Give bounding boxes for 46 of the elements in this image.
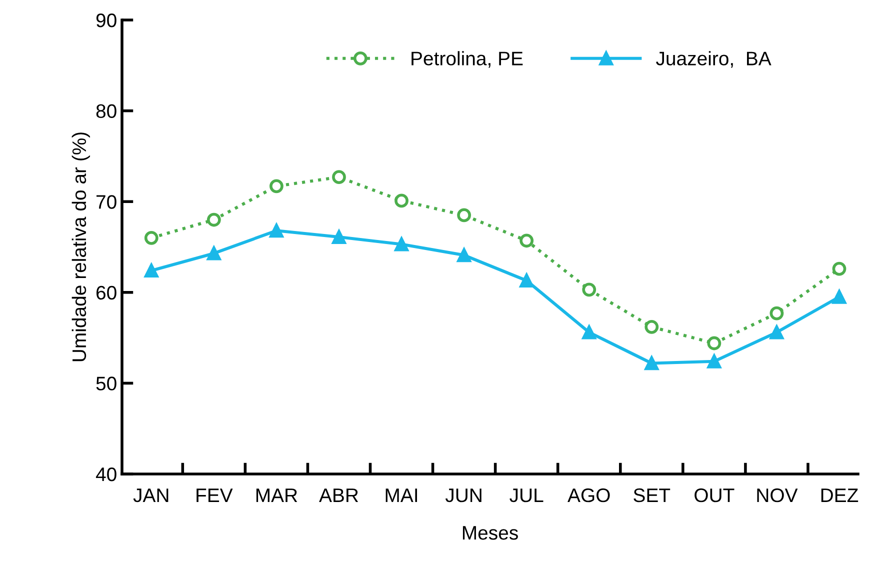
x-tick-label: DEZ: [821, 488, 858, 502]
x-tick-label: FEV: [196, 488, 233, 502]
point: [394, 237, 408, 252]
x-tick-label: MAR: [256, 488, 298, 502]
point: [457, 248, 471, 262]
y-tick-label: 60: [96, 286, 116, 300]
x-tick-label: AGO: [568, 488, 610, 502]
point: [707, 354, 722, 368]
point: [144, 264, 158, 278]
x-tick-label: JUN: [445, 488, 482, 502]
point: [644, 320, 659, 334]
point: [520, 274, 534, 288]
point: [832, 290, 846, 304]
point: [832, 262, 846, 276]
x-axis-title: Meses: [462, 526, 518, 540]
y-axis-title: Umidade relativa do ar (%): [72, 132, 90, 362]
point: [644, 356, 659, 370]
y-tick-label: 90: [96, 13, 116, 28]
point: [206, 246, 221, 260]
point: [144, 230, 158, 245]
point: [206, 212, 221, 227]
y-tick-label: 80: [96, 104, 116, 118]
x-tick-label: JUL: [510, 488, 544, 502]
point: [770, 325, 784, 340]
x-tick-label: MAI: [386, 488, 418, 502]
y-tick-label: 50: [96, 376, 116, 390]
y-tick-label: 70: [96, 195, 116, 209]
x-tick-label: OUT: [694, 488, 734, 502]
point: [270, 224, 284, 238]
x-tick-label: JAN: [133, 488, 168, 502]
y-tick-label: 40: [96, 467, 116, 482]
point: [457, 208, 471, 222]
x-tick-label: ABR: [319, 488, 358, 502]
point: [582, 325, 596, 340]
x-tick-label: SET: [634, 488, 670, 502]
legend-label: Petrolina, PE: [412, 51, 523, 68]
point: [270, 179, 284, 194]
point: [332, 170, 346, 184]
point: [770, 306, 784, 320]
point: [520, 234, 534, 248]
point: [332, 230, 346, 244]
point: [707, 336, 722, 350]
point: [394, 194, 408, 208]
legend-label: Juazeiro, BA: [656, 51, 772, 68]
x-tick-label: NOV: [757, 488, 798, 502]
point: [582, 282, 596, 297]
